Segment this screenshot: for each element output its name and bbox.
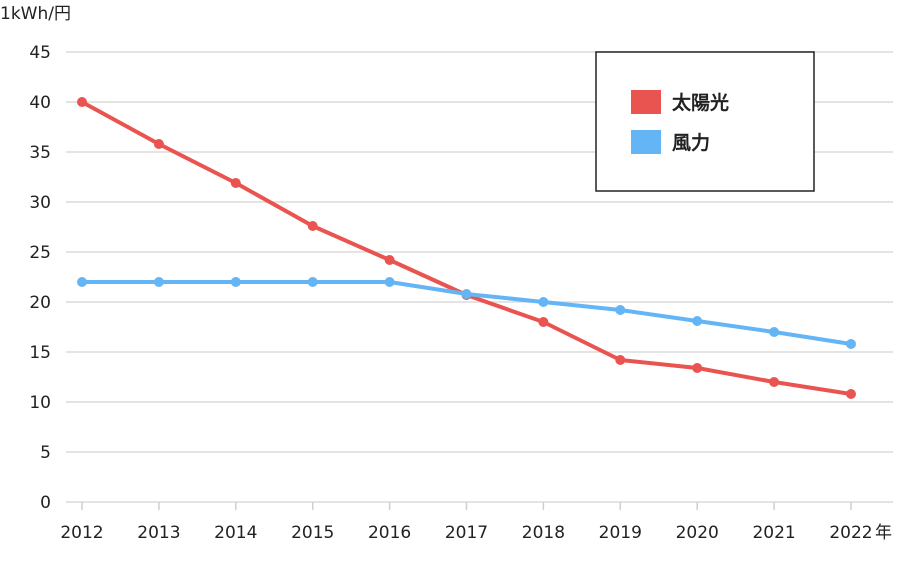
data-point [230,178,241,188]
x-tick-label: 2021 [752,523,795,543]
y-axis-title: 1kWh/円 [0,4,71,24]
data-point [846,339,856,349]
x-tick-label: 2012 [60,523,103,543]
data-point [615,305,626,315]
x-tick-label: 2014 [214,523,257,543]
legend-label: 太陽光 [672,91,729,114]
data-point [77,97,87,107]
y-tick-label: 30 [29,193,51,213]
y-tick-label: 40 [29,93,51,113]
data-point [77,277,87,287]
legend-swatch [631,90,661,114]
data-point [230,277,241,287]
y-tick-label: 45 [29,43,51,63]
data-point [307,277,318,287]
axes: 0 5 10 15 20 25 30 35 40 45 2012 2013 2014 2015 2016 20… [29,43,892,543]
x-tick-label: 2020 [676,523,719,543]
x-tick-label: 2019 [599,523,642,543]
y-tick-label: 5 [40,443,51,463]
data-point [153,277,164,287]
y-tick-label: 25 [29,243,51,263]
y-tick-label: 35 [29,143,51,163]
x-tick-label: 2016 [368,523,411,543]
legend-label: 風力 [672,131,710,154]
data-point [769,377,780,387]
series-2 [77,277,856,349]
data-point [615,355,626,365]
data-point [384,277,395,287]
x-tick-label: 2013 [137,523,180,543]
y-tick-label: 10 [29,393,51,413]
data-point [692,363,703,373]
x-tick-label: 2018 [522,523,565,543]
data-point [538,317,549,327]
data-point [692,316,703,326]
legend-swatch [631,130,661,154]
y-tick-label: 0 [40,493,51,513]
y-tick-label: 20 [29,293,51,313]
data-point [769,327,780,337]
data-point [846,389,856,399]
x-unit-label: 年 [875,523,892,543]
data-point [307,221,318,231]
y-tick-label: 15 [29,343,51,363]
x-tick-label: 2022 [829,523,872,543]
data-point [153,139,164,149]
legend-box [595,51,815,192]
data-point [538,297,549,307]
x-tick-label: 2015 [291,523,334,543]
data-point [384,255,395,265]
data-point [461,289,472,299]
series-layer [77,97,856,399]
x-tick-label: 2017 [445,523,488,543]
